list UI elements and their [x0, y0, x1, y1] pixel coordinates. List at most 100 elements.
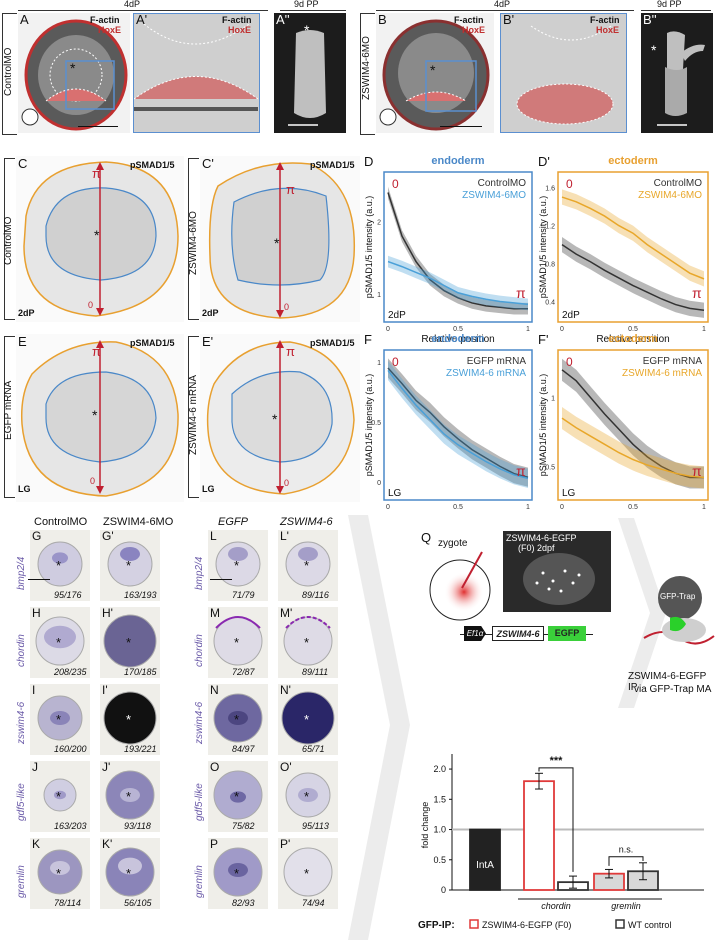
- panel-e-stage: LG: [18, 484, 31, 494]
- y-tick: 0.4: [545, 300, 555, 307]
- y-tick: 1: [377, 360, 381, 367]
- chart-title: ectoderm: [608, 155, 658, 167]
- ish-panel-letter: I': [102, 683, 108, 697]
- embryo-image: *: [285, 772, 331, 818]
- side-box-e1: [188, 336, 199, 498]
- ish-panel: *: [208, 684, 268, 755]
- ish-panel: *: [30, 684, 90, 755]
- bar-chart: 0 0.5 1.0 1.5 2.0 fold change IntA *** n.s. chord…: [418, 754, 704, 931]
- annot-start: 0: [392, 177, 399, 191]
- panel-b-stain1: F-actin: [454, 15, 484, 25]
- ish-panel: *: [100, 684, 160, 755]
- ish-panel: *: [100, 761, 160, 832]
- panel-a2: *: [274, 13, 346, 133]
- ish-panel-letter: H: [32, 606, 41, 620]
- svg-text:*: *: [234, 789, 239, 804]
- sig-bracket-chordin: [538, 767, 574, 872]
- series-line-1: [561, 417, 705, 479]
- ish-left-col1: ControlMO: [34, 516, 88, 528]
- panel-a1-label: A': [136, 12, 148, 27]
- ish-panel-letter: M: [210, 606, 220, 620]
- ish-count: 95/113: [302, 821, 329, 831]
- ish-gene-label: gdf5-like: [16, 783, 27, 821]
- embryo-image: *: [103, 614, 157, 668]
- zygote-diagram: [429, 551, 491, 621]
- panel-q-label: Q: [421, 530, 432, 545]
- embryo-image: *: [35, 616, 85, 666]
- ish-panel-letter: G: [32, 529, 42, 543]
- side-label-e: EGFP mRNA: [3, 380, 14, 440]
- x-tick: 1: [526, 504, 530, 510]
- legend-entry-0: EGFP mRNA: [643, 356, 703, 367]
- x-tick: 0: [560, 326, 564, 333]
- bar-0: [469, 828, 501, 891]
- side-label-c: ControlMO: [3, 216, 14, 265]
- x-tick: 0: [386, 504, 390, 510]
- sig-chordin: ***: [550, 755, 564, 767]
- legend-swatch-0: [469, 919, 479, 929]
- series-line-1: [561, 196, 705, 280]
- ish-panel-letter: O': [280, 760, 292, 774]
- svg-text:*: *: [304, 712, 309, 727]
- panel-e1-zero: 0: [284, 478, 290, 488]
- microscopy-dots: [523, 553, 595, 605]
- x-tick: 0.5: [628, 326, 638, 333]
- scale-bar-b: [440, 126, 482, 127]
- y-axis-title: fold change: [420, 802, 430, 849]
- annot-end: π: [516, 463, 526, 479]
- svg-text:*: *: [126, 558, 131, 573]
- ish-count: 208/235: [54, 667, 87, 677]
- chart-frame: [383, 349, 533, 501]
- promoter-box: Ef1α: [464, 626, 486, 641]
- chart-panel-letter: F': [538, 332, 548, 347]
- embryo-image: *: [213, 616, 263, 666]
- svg-text:*: *: [70, 60, 76, 76]
- chordin-arc: [285, 616, 331, 629]
- ish-panel: *: [100, 838, 160, 909]
- ish-left-col2: ZSWIM4-6MO: [103, 516, 174, 528]
- panel-b1-stain1: F-actin: [590, 15, 620, 25]
- panel-a1-stain1: F-actin: [222, 15, 252, 25]
- svg-text:*: *: [56, 789, 61, 804]
- series-band-0: [562, 237, 704, 318]
- panel-b1-label: B': [503, 12, 515, 27]
- x-tick: 0.5: [453, 504, 463, 510]
- sig-gremlin: n.s.: [619, 845, 634, 855]
- x-tick: 1: [702, 326, 706, 333]
- svg-text:*: *: [126, 789, 131, 804]
- panel-a1-image: [134, 23, 259, 111]
- bar-1: [523, 780, 555, 891]
- stage-label-left: 4dP: [124, 0, 141, 9]
- panel-c-zero: 0: [88, 300, 94, 310]
- ish-panel-letter: L': [280, 529, 289, 543]
- ish-count: 160/200: [54, 744, 87, 754]
- x-tick: 0.5: [628, 504, 638, 510]
- panel-b-image: *: [379, 19, 490, 131]
- ish-count: 65/71: [302, 744, 325, 754]
- gfp-trap-diagram: [643, 576, 715, 645]
- ish-count: 56/105: [124, 898, 152, 908]
- side-label-b: ZSWIM4-6MO: [361, 36, 372, 100]
- svg-text:*: *: [126, 635, 131, 650]
- panel-a1-stain2: HoxE: [228, 25, 252, 35]
- gfp-trap-label: GFP-Trap: [660, 592, 696, 601]
- panel-c-pi: π: [92, 166, 101, 181]
- ish-count: 95/176: [54, 590, 82, 600]
- svg-text:*: *: [304, 558, 309, 573]
- panel-a2-label: A'': [276, 12, 290, 27]
- panel-b1-image: [516, 25, 614, 125]
- embryo-image: *: [105, 847, 155, 897]
- side-box-e: [4, 336, 15, 498]
- panel-e-pi: π: [92, 344, 101, 359]
- x-tick: 1: [702, 504, 706, 510]
- chart-stage: LG: [388, 488, 402, 499]
- microscopy-title: ZSWIM4-6-EGFP: [506, 533, 577, 543]
- chart-panel-letter: F: [364, 332, 372, 347]
- ish-panel-letter: M': [280, 606, 293, 620]
- y-tick: 2: [377, 220, 381, 227]
- chart-panel-letter: D': [538, 154, 550, 169]
- ish-gene-label: gdf5-like: [194, 783, 205, 821]
- panel-c1-stage: 2dP: [202, 308, 219, 318]
